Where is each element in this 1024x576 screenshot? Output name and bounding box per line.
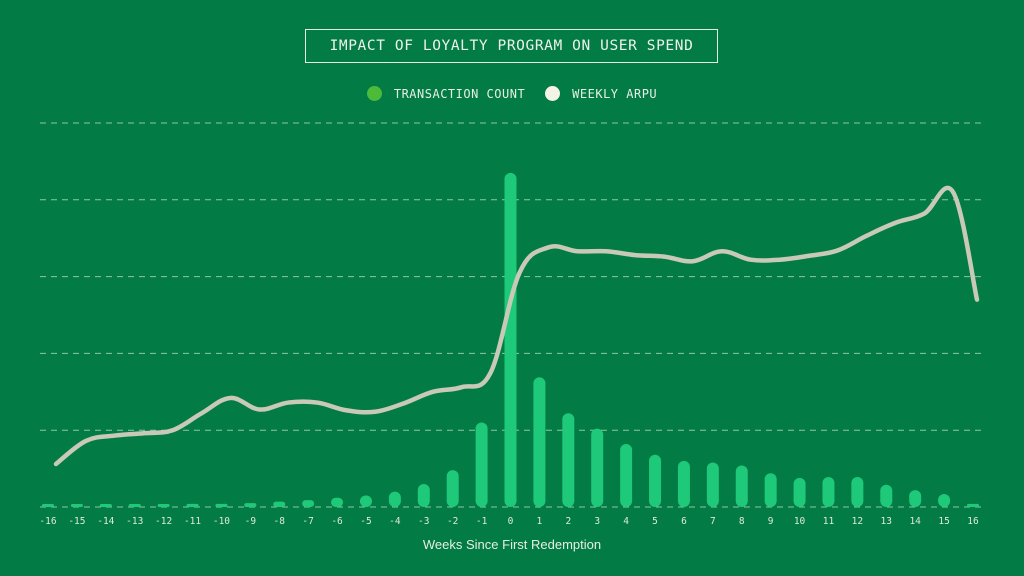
- x-tick-label: -15: [68, 516, 85, 527]
- bar-transaction-count: [764, 473, 777, 507]
- bar-transaction-count: [359, 495, 372, 507]
- bar-transaction-count: [504, 172, 517, 508]
- x-tick-label: 2: [565, 516, 571, 527]
- bar-transaction-count: [244, 503, 257, 507]
- bar-transaction-count: [793, 477, 806, 507]
- x-tick-label: -5: [360, 516, 371, 527]
- bar-transaction-count: [967, 503, 979, 507]
- x-tick-label: -10: [213, 516, 230, 527]
- line-weekly-arpu: [53, 185, 980, 467]
- bar-transaction-count: [302, 500, 315, 507]
- x-tick-label: 3: [594, 516, 600, 527]
- x-tick-label: 11: [823, 516, 835, 527]
- bar-transaction-count: [388, 491, 401, 507]
- bar-transaction-count: [909, 490, 922, 507]
- legend-swatch-transaction-count: [366, 86, 382, 101]
- bar-transaction-count: [186, 503, 199, 507]
- x-tick-label: -8: [274, 516, 286, 527]
- bar-transaction-count: [822, 477, 835, 507]
- legend-item-transaction-count: TRANSACTION COUNT: [366, 86, 526, 101]
- x-tick-label: -13: [126, 516, 143, 527]
- x-tick-label: -1: [476, 516, 488, 527]
- bar-transaction-count: [880, 484, 893, 507]
- bar-transaction-count: [533, 377, 546, 507]
- x-tick-label: 9: [768, 516, 774, 527]
- x-tick-label: -16: [39, 516, 56, 527]
- x-tick-label: 6: [681, 516, 687, 527]
- bar-transaction-count: [446, 470, 459, 507]
- x-tick-label: 16: [967, 516, 979, 527]
- legend: TRANSACTION COUNT WEEKLY ARPU: [0, 86, 1024, 101]
- bar-transaction-count: [677, 460, 690, 507]
- x-tick-label: 13: [881, 516, 892, 527]
- x-tick-label: 4: [623, 516, 629, 527]
- bar-transaction-count: [706, 462, 719, 507]
- x-tick-label: -2: [447, 516, 458, 527]
- bar-transaction-count: [562, 413, 575, 507]
- legend-swatch-weekly-arpu: [545, 86, 561, 101]
- bar-transaction-count: [215, 503, 228, 507]
- bar-transaction-count: [42, 504, 54, 507]
- x-tick-label: 12: [852, 516, 863, 527]
- x-axis-label: Weeks Since First Redemption: [422, 537, 602, 552]
- x-tick-label: -11: [184, 516, 201, 527]
- legend-item-weekly-arpu: WEEKLY ARPU: [545, 86, 657, 101]
- x-tick-label: 14: [909, 516, 921, 527]
- bar-transaction-count: [128, 504, 141, 507]
- bar-transaction-count: [475, 422, 488, 507]
- x-tick-label: -6: [331, 516, 343, 527]
- bar-transaction-count: [157, 504, 170, 507]
- x-tick-label: 10: [794, 516, 806, 527]
- x-tick-label: 0: [508, 516, 514, 527]
- bar-transaction-count: [620, 444, 633, 507]
- bar-transaction-count: [417, 483, 430, 507]
- x-tick-label: 7: [710, 516, 716, 527]
- legend-label-transaction-count: TRANSACTION COUNT: [393, 86, 526, 101]
- x-tick-label: 5: [652, 516, 658, 527]
- x-tick-label: -7: [302, 516, 313, 527]
- x-tick-label: -9: [245, 516, 257, 527]
- x-tick-label: 15: [938, 516, 949, 527]
- bar-transaction-count: [735, 465, 748, 507]
- bar-transaction-count: [851, 477, 864, 507]
- x-tick-label: -12: [155, 516, 172, 527]
- legend-label-weekly-arpu: WEEKLY ARPU: [572, 86, 658, 101]
- bar-transaction-count: [331, 497, 344, 507]
- chart-title: IMPACT OF LOYALTY PROGRAM ON USER SPEND: [305, 29, 718, 63]
- bar-transaction-count: [938, 493, 951, 507]
- x-tick-label: 1: [537, 516, 543, 527]
- bar-transaction-count: [591, 428, 604, 507]
- bar-transaction-count: [99, 504, 112, 507]
- bar-transaction-count: [273, 501, 286, 507]
- bar-transaction-count: [649, 454, 662, 507]
- bar-transaction-count: [70, 504, 83, 507]
- x-tick-label: -14: [97, 516, 114, 527]
- x-tick-label: -4: [389, 516, 401, 527]
- x-tick-label: 8: [739, 516, 745, 527]
- x-tick-label: -3: [418, 516, 429, 527]
